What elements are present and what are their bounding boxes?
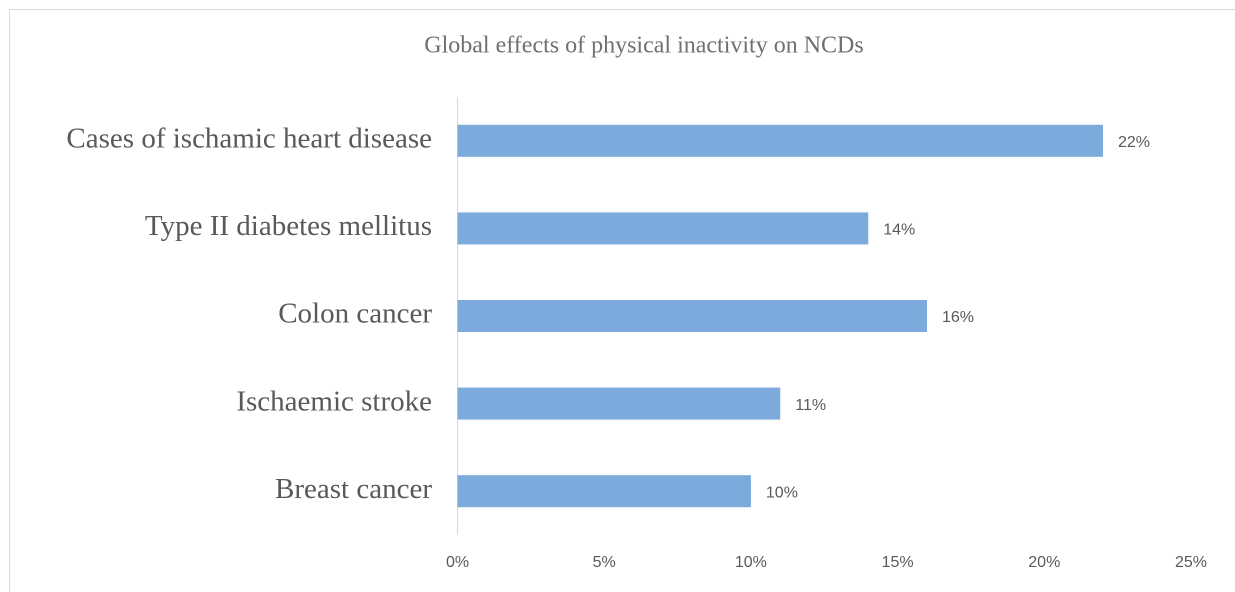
x-tick-label: 20%	[1028, 554, 1060, 571]
chart-border	[9, 9, 1235, 592]
value-label: 10%	[766, 484, 798, 501]
x-tick-label: 25%	[1175, 554, 1207, 571]
bar	[457, 300, 927, 332]
bar	[457, 212, 869, 245]
chart-title: Global effects of physical inactivity on…	[424, 33, 863, 59]
y-tick-label: Breast cancer	[275, 473, 432, 505]
value-label: 14%	[883, 222, 915, 239]
y-tick-label: Type II diabetes mellitus	[145, 210, 432, 242]
x-tick-label: 5%	[593, 554, 616, 571]
x-tick-label: 15%	[882, 554, 914, 571]
value-label: 11%	[795, 397, 826, 414]
value-label: 22%	[1118, 134, 1150, 151]
bar	[457, 124, 1103, 157]
bar	[457, 387, 781, 420]
x-tick-label: 0%	[446, 554, 469, 571]
y-tick-label: Colon cancer	[278, 298, 432, 330]
y-tick-label: Ischaemic stroke	[236, 385, 432, 417]
x-tick-label: 10%	[735, 554, 767, 571]
y-tick-label: Cases of ischamic heart disease	[66, 122, 432, 154]
bar	[457, 475, 751, 508]
value-label: 16%	[942, 309, 974, 326]
